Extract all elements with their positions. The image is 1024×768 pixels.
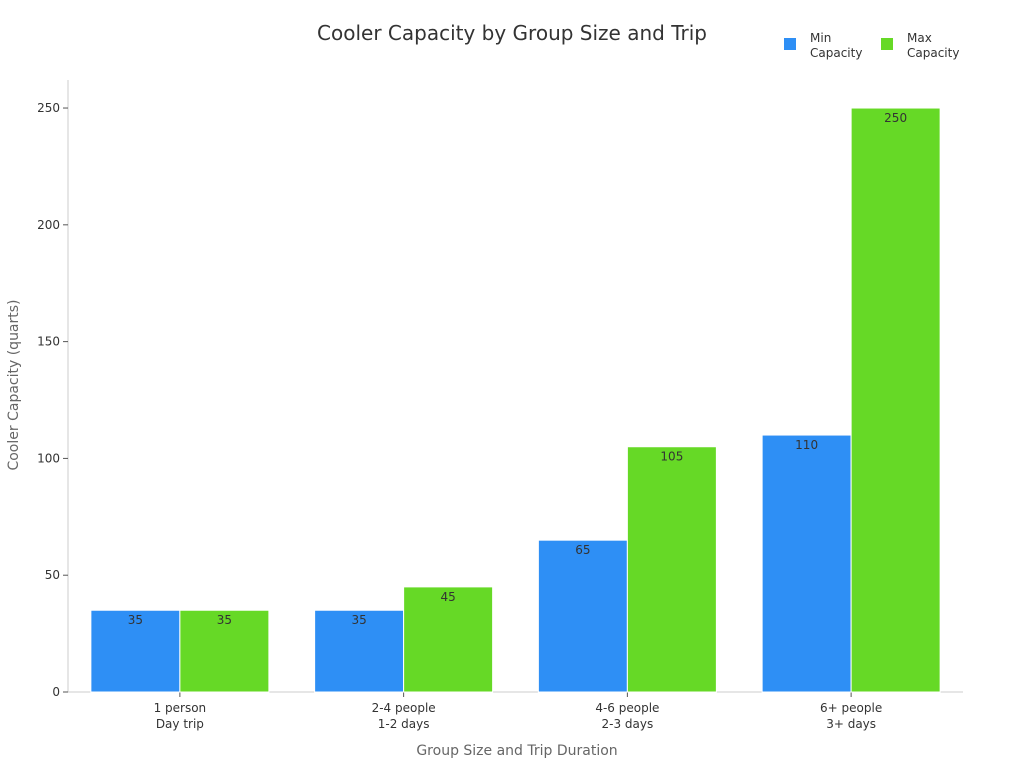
bar-value-label: 105 xyxy=(660,450,683,464)
bar-value-label: 35 xyxy=(351,613,366,627)
y-axis-title: Cooler Capacity (quarts) xyxy=(6,299,22,470)
bars: 35 35 35 45 65 105 110 250 xyxy=(90,107,941,693)
legend: Min Capacity Max Capacity xyxy=(784,31,959,60)
x-tick-label: 4-6 people 2-3 days xyxy=(595,701,659,731)
bar-min-capacity xyxy=(90,609,181,693)
x-axis-title: Group Size and Trip Duration xyxy=(416,743,617,759)
y-tick-label: 0 xyxy=(52,685,60,699)
bar-max-capacity xyxy=(403,586,494,693)
y-tick-label: 50 xyxy=(45,568,60,582)
legend-swatch xyxy=(881,38,893,50)
bar-value-label: 250 xyxy=(884,111,907,125)
axes: 0 50 100 150 200 250 1 person Day trip 2-4 peopl… xyxy=(37,80,963,731)
bar-value-label: 35 xyxy=(217,613,232,627)
bar-min-capacity xyxy=(537,539,628,693)
bar-max-capacity xyxy=(850,107,941,693)
bar-max-capacity xyxy=(626,446,717,693)
y-tick-label: 100 xyxy=(37,451,60,465)
y-tick-label: 250 xyxy=(37,101,60,115)
legend-swatch xyxy=(784,38,796,50)
legend-label: Max Capacity xyxy=(907,31,959,60)
chart-title: Cooler Capacity by Group Size and Trip xyxy=(317,21,707,45)
bar-value-label: 35 xyxy=(128,613,143,627)
bar-max-capacity xyxy=(179,609,270,693)
x-tick-label: 2-4 people 1-2 days xyxy=(372,701,436,731)
bar-min-capacity xyxy=(314,609,405,693)
legend-label: Min Capacity xyxy=(810,31,862,60)
bar-value-label: 110 xyxy=(795,438,818,452)
bar-value-label: 45 xyxy=(440,590,455,604)
bar-value-label: 65 xyxy=(575,543,590,557)
y-tick-label: 150 xyxy=(37,335,60,349)
x-tick-label: 1 person Day trip xyxy=(154,701,207,731)
x-tick-label: 6+ people 3+ days xyxy=(820,701,882,731)
y-tick-label: 200 xyxy=(37,218,60,232)
bar-min-capacity xyxy=(761,434,852,693)
